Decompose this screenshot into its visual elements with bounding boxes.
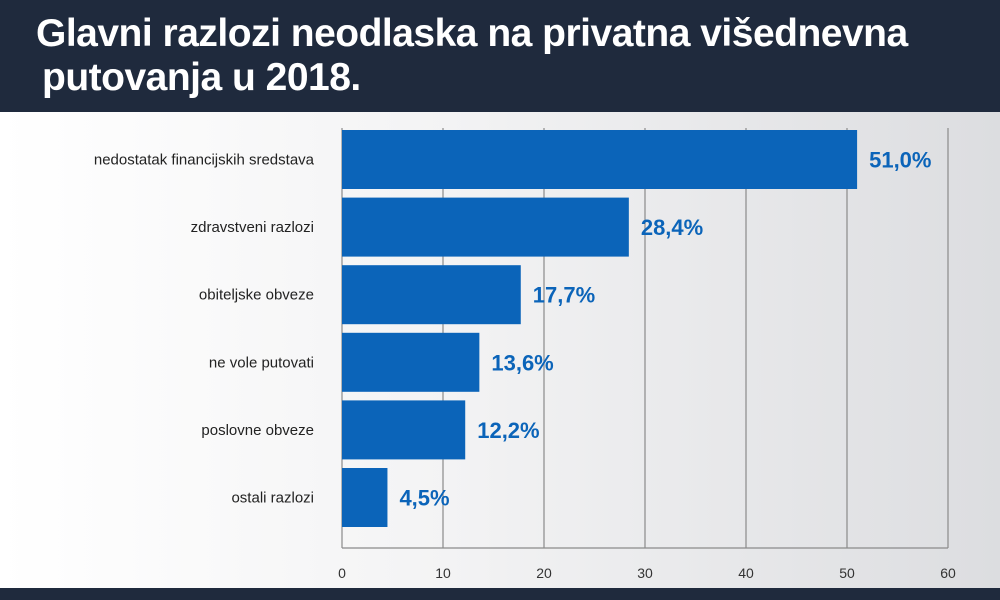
x-tick-label: 60 [940, 565, 956, 581]
value-label: 12,2% [477, 418, 539, 443]
x-tick-label: 40 [738, 565, 754, 581]
value-label: 51,0% [869, 148, 931, 173]
value-label: 17,7% [533, 283, 595, 308]
bar [342, 265, 521, 325]
value-label: 28,4% [641, 215, 703, 240]
bar [342, 468, 388, 527]
bar [342, 400, 466, 460]
x-tick-label: 0 [338, 565, 346, 581]
x-tick-label: 50 [839, 565, 855, 581]
category-label: obiteljske obveze [199, 287, 314, 304]
chart-title-line2: putovanja u 2018. [42, 56, 361, 99]
category-label: ostali razlozi [231, 490, 314, 507]
chart-title: Glavni razlozi neodlaska na privatna viš… [36, 12, 936, 100]
footer-bar [0, 588, 1000, 600]
header-bar: Glavni razlozi neodlaska na privatna viš… [0, 0, 1000, 112]
category-label: ne vole putovati [209, 354, 314, 371]
bar [342, 332, 480, 392]
bar [342, 197, 629, 257]
x-tick-label: 20 [536, 565, 552, 581]
value-label: 4,5% [399, 486, 449, 511]
bar [342, 130, 858, 189]
category-label: nedostatak financijskih sredstava [94, 152, 315, 169]
category-label: zdravstveni razlozi [191, 219, 314, 236]
x-tick-label: 10 [435, 565, 451, 581]
chart-panel [0, 112, 1000, 588]
value-label: 13,6% [491, 350, 553, 375]
x-tick-label: 30 [637, 565, 653, 581]
chart-title-line1: Glavni razlozi neodlaska na privatna viš… [36, 12, 908, 55]
category-label: poslovne obveze [201, 422, 314, 439]
